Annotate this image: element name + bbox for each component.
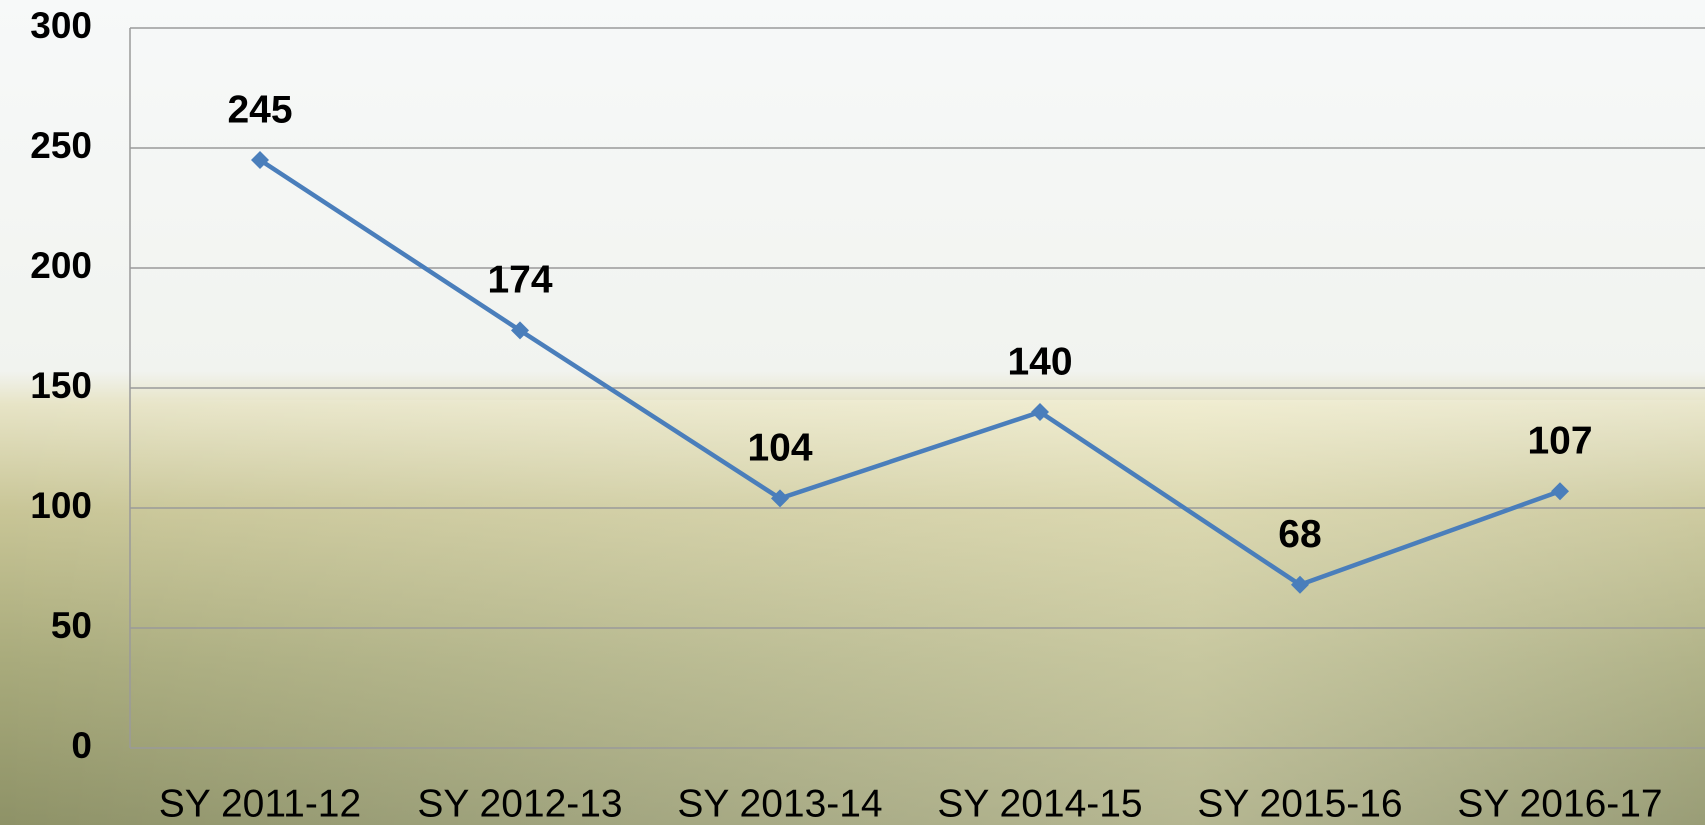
- y-tick-label: 150: [30, 365, 92, 406]
- data-label: 104: [747, 427, 812, 470]
- data-label: 140: [1007, 340, 1072, 383]
- y-tick-label: 250: [30, 125, 92, 166]
- x-tick-label: SY 2015-16: [1197, 782, 1402, 825]
- data-label: 107: [1527, 419, 1592, 462]
- data-label: 245: [227, 88, 292, 131]
- y-tick-label: 200: [30, 245, 92, 286]
- x-tick-label: SY 2012-13: [417, 782, 622, 825]
- chart: 0 50 100 150 200 250 300 SY 2011-12 SY 2012-13 SY…: [0, 0, 1705, 825]
- y-tick-label: 300: [30, 5, 92, 46]
- x-tick-label: SY 2016-17: [1457, 782, 1662, 825]
- y-tick-label: 0: [71, 725, 92, 766]
- x-tick-label: SY 2013-14: [677, 782, 882, 825]
- y-tick-label: 50: [51, 605, 92, 646]
- y-tick-label: 100: [30, 485, 92, 526]
- x-tick-label: SY 2011-12: [159, 782, 361, 825]
- background-glow: [0, 400, 1705, 825]
- data-label: 68: [1278, 513, 1321, 556]
- x-tick-label: SY 2014-15: [937, 782, 1142, 825]
- data-label: 174: [487, 259, 552, 302]
